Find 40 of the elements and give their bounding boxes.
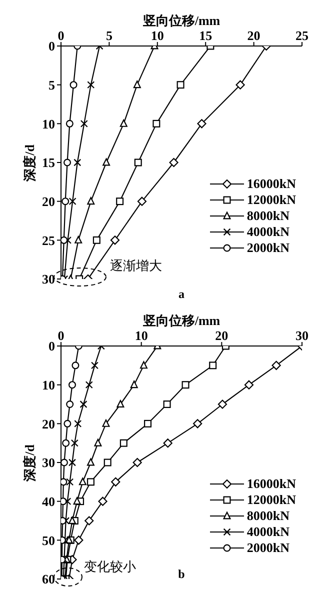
y-tick-label: 40 xyxy=(42,494,55,509)
y-tick-label: 20 xyxy=(42,416,55,432)
y-tick-label: 0 xyxy=(48,38,55,54)
legend-label: 12000kN xyxy=(246,192,296,208)
x-tick-label: 20 xyxy=(247,28,260,43)
legend-label: 12000kN xyxy=(246,492,296,508)
x-tick-label: 25 xyxy=(296,28,309,43)
legend-label: 16000kN xyxy=(246,476,296,492)
y-tick-label: 25 xyxy=(42,232,56,248)
y-tick-label: 30 xyxy=(42,272,55,287)
legend-label: 2000kN xyxy=(246,540,290,556)
legend-label: 4000kN xyxy=(246,224,290,240)
y-axis-title: 深度/d xyxy=(21,444,38,481)
x-axis-title: 竖向位移/mm xyxy=(142,13,220,28)
annotation: 逐渐增大 xyxy=(110,257,162,275)
y-tick-label: 20 xyxy=(42,194,55,209)
x-tick-label: 30 xyxy=(296,328,308,343)
x-tick-label: 10 xyxy=(134,328,148,343)
x-tick-label: 10 xyxy=(150,28,164,43)
y-axis-title: 深度/d xyxy=(21,144,38,181)
y-tick-label: 60 xyxy=(42,572,55,587)
legend-label: 4000kN xyxy=(246,524,290,540)
y-tick-label: 30 xyxy=(42,455,55,470)
text: a xyxy=(178,287,186,302)
annotation: b xyxy=(178,567,185,581)
legend-label: 16000kN xyxy=(246,176,296,192)
y-tick-label: 0 xyxy=(48,338,55,354)
y-tick-label: 5 xyxy=(48,77,56,92)
annotation: 变化较小 xyxy=(84,558,136,576)
legend-label: 2000kN xyxy=(246,240,290,256)
legend-label: 8000kN xyxy=(246,208,290,224)
y-tick-label: 50 xyxy=(42,532,55,548)
x-tick-label: 5 xyxy=(106,28,113,43)
legend-label: 8000kN xyxy=(246,508,290,524)
y-tick-label: 10 xyxy=(42,116,55,132)
y-tick-label: 15 xyxy=(42,155,56,170)
x-tick-label: 20 xyxy=(215,328,228,343)
y-tick-label: 10 xyxy=(42,377,55,392)
x-axis-title: 竖向位移/mm xyxy=(142,313,220,328)
x-tick-label: 15 xyxy=(199,28,213,43)
